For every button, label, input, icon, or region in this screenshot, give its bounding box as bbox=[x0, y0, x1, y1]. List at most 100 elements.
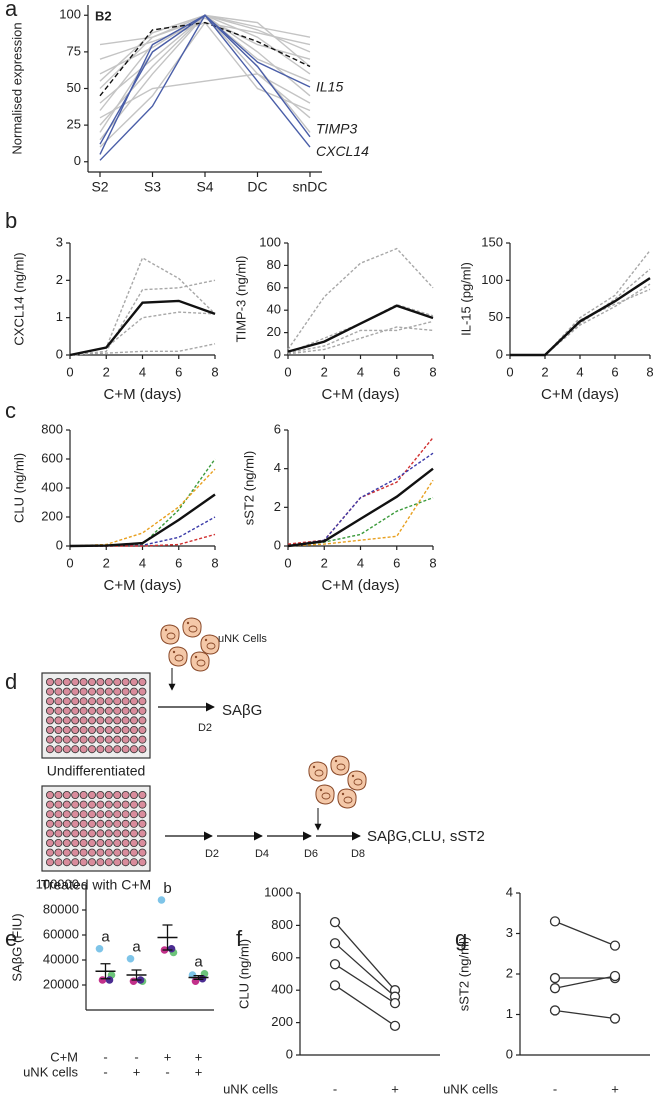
well bbox=[88, 819, 97, 828]
panel-label: e bbox=[5, 926, 17, 951]
well bbox=[54, 839, 63, 848]
well bbox=[62, 800, 71, 809]
x-tick-label: snDC bbox=[292, 179, 327, 195]
well bbox=[113, 716, 122, 725]
dashed-line bbox=[70, 533, 216, 547]
x-tick-label: + bbox=[195, 1049, 203, 1064]
well bbox=[71, 839, 80, 848]
well bbox=[71, 800, 80, 809]
data-line bbox=[69, 299, 216, 357]
well bbox=[96, 687, 105, 696]
y-tick-label: 400 bbox=[41, 479, 63, 494]
well bbox=[54, 687, 63, 696]
well bbox=[46, 706, 55, 715]
well bbox=[62, 819, 71, 828]
x-tick-label: 4 bbox=[576, 364, 583, 379]
well bbox=[46, 726, 55, 735]
well bbox=[79, 839, 88, 848]
y-tick-label: 20000 bbox=[43, 976, 79, 991]
well bbox=[121, 810, 130, 819]
well bbox=[121, 848, 130, 857]
well bbox=[96, 745, 105, 754]
x-tick-label: 4 bbox=[139, 364, 146, 379]
dashed-line bbox=[510, 283, 651, 356]
data-point bbox=[329, 959, 341, 970]
well bbox=[96, 819, 105, 828]
well bbox=[62, 706, 71, 715]
y-tick-label: 4 bbox=[506, 884, 513, 899]
well bbox=[113, 829, 122, 838]
well bbox=[54, 716, 63, 725]
well bbox=[138, 697, 147, 706]
dashed-line bbox=[287, 437, 434, 545]
cell-label: uNK Cells bbox=[218, 633, 267, 645]
data-point bbox=[549, 972, 561, 984]
readout: SAβG,CLU, sST2 bbox=[367, 828, 485, 845]
well bbox=[113, 819, 122, 828]
y-tick-label: 100 bbox=[481, 272, 503, 287]
well bbox=[104, 829, 113, 838]
well bbox=[138, 839, 147, 848]
well bbox=[71, 687, 80, 696]
y-axis-label: CLU (ng/ml) bbox=[236, 939, 251, 1009]
well bbox=[54, 735, 63, 744]
x-tick-label: S3 bbox=[144, 179, 161, 195]
well bbox=[138, 829, 147, 838]
well bbox=[79, 858, 88, 867]
well bbox=[96, 800, 105, 809]
x-tick-label: DC bbox=[247, 179, 267, 195]
well bbox=[79, 829, 88, 838]
x-tick-label: - bbox=[103, 1049, 107, 1064]
data-point bbox=[105, 976, 114, 984]
error-bar bbox=[162, 924, 173, 951]
well bbox=[113, 848, 122, 857]
well bbox=[71, 745, 80, 754]
granule bbox=[312, 765, 316, 769]
series-annotation: IL15 bbox=[316, 79, 343, 95]
x-tick-label: 6 bbox=[611, 364, 618, 379]
pair-line bbox=[334, 963, 396, 1004]
well bbox=[62, 839, 71, 848]
nucleus bbox=[188, 625, 198, 633]
data-line bbox=[99, 14, 311, 133]
x-tick-label: + bbox=[611, 1081, 619, 1096]
y-tick-label: 0 bbox=[56, 346, 63, 361]
cell bbox=[190, 651, 210, 672]
error-bar bbox=[193, 974, 204, 981]
well bbox=[88, 726, 97, 735]
data-line bbox=[99, 73, 311, 119]
significance-letter: b bbox=[163, 880, 171, 897]
y-tick-label: 0 bbox=[286, 1046, 293, 1061]
well bbox=[79, 687, 88, 696]
well bbox=[79, 716, 88, 725]
dashed-line bbox=[69, 468, 216, 547]
granule bbox=[194, 655, 198, 659]
data-point bbox=[329, 917, 341, 928]
x-axis-label: C+M (days) bbox=[322, 577, 400, 594]
well bbox=[138, 791, 147, 800]
well bbox=[46, 735, 55, 744]
well bbox=[138, 800, 147, 809]
well bbox=[104, 848, 113, 857]
well bbox=[46, 829, 55, 838]
x-tick-label: 2 bbox=[321, 555, 328, 570]
well bbox=[113, 726, 122, 735]
well bbox=[121, 839, 130, 848]
well bbox=[104, 697, 113, 706]
panel-label: d bbox=[5, 669, 17, 694]
nucleus bbox=[174, 654, 184, 662]
plate bbox=[41, 785, 151, 872]
well bbox=[113, 791, 122, 800]
well bbox=[88, 829, 97, 838]
well bbox=[113, 678, 122, 687]
well bbox=[96, 678, 105, 687]
data-point bbox=[167, 944, 176, 953]
well bbox=[46, 848, 55, 857]
well bbox=[54, 858, 63, 867]
x-tick-label: 4 bbox=[357, 555, 364, 570]
well bbox=[104, 839, 113, 848]
y-tick-label: 6 bbox=[274, 421, 281, 436]
y-axis-label: IL-15 (pg/ml) bbox=[458, 262, 473, 336]
well bbox=[129, 735, 138, 744]
panel-label: f bbox=[236, 926, 243, 951]
